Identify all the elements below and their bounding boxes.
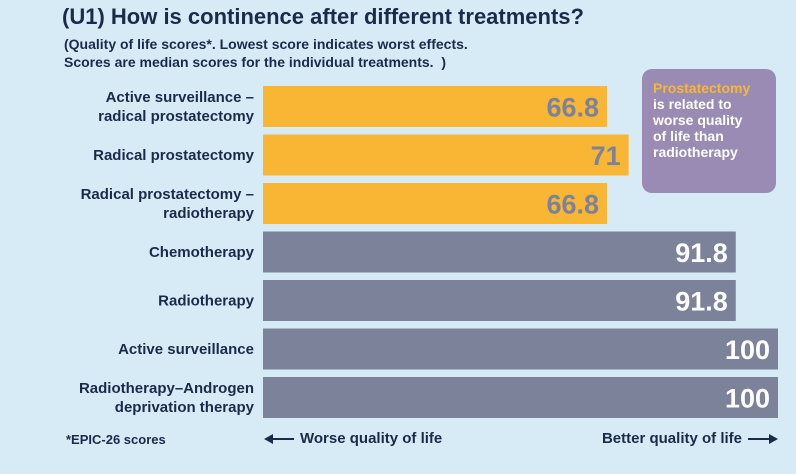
bar-value-label-0: 66.8 [546, 93, 599, 123]
bar-value-label-1: 71 [591, 141, 621, 171]
axis-right-label: Better quality of life [601, 430, 742, 447]
category-label-0: Active surveillance – radical prostatecto… [98, 89, 255, 125]
bar-0 [263, 86, 608, 127]
bar-6 [263, 377, 778, 418]
subtitle-line-1: (Quality of life scores*. Lowest score i… [64, 36, 468, 52]
category-label-6: Radiotherapy–Androgen deprivation therapy [79, 380, 255, 416]
bar-1 [263, 134, 629, 176]
callout-line-1: is related to [653, 96, 732, 112]
arrow-right-icon [748, 433, 778, 444]
callout-highlight: Prostatectomy [653, 80, 751, 96]
callout-line-2: worse quality [653, 112, 743, 128]
bar-4 [263, 280, 736, 321]
callout-box: Prostatectomy is related to worse qualit… [642, 69, 776, 193]
bar-value-label-2: 66.8 [546, 190, 599, 220]
axis-left-caption: Worse quality of life [264, 430, 442, 447]
bar-value-label-6: 100 [725, 384, 770, 414]
chart-title: (U1) How is continence after different t… [62, 4, 584, 29]
bar-5 [263, 328, 778, 370]
callout-line-4: radiotherapy [653, 144, 738, 160]
chart-subtitle: (Quality of life scores*. Lowest score i… [64, 35, 584, 71]
footnote: *EPIC-26 scores [66, 432, 166, 447]
bar-2 [263, 183, 608, 224]
category-label-5: Active surveillance [118, 341, 254, 358]
category-label-4: Radiotherapy [158, 293, 255, 310]
callout-line-3: of life than [653, 128, 724, 144]
axis-right-caption: Better quality of life [602, 430, 778, 447]
category-label-1: Radical prostatectomy [93, 147, 255, 164]
subtitle-line-2: Scores are median scores for the individ… [64, 54, 447, 70]
bar-value-label-5: 100 [725, 335, 770, 365]
category-label-2: Radical prostatectomy – radiotherapy [81, 186, 255, 222]
category-label-3: Chemotherapy [149, 244, 255, 261]
arrow-left-icon [264, 433, 294, 444]
bar-3 [263, 231, 736, 273]
bar-value-label-4: 91.8 [675, 287, 728, 317]
bar-value-label-3: 91.8 [675, 238, 728, 268]
axis-left-label: Worse quality of life [300, 430, 443, 447]
